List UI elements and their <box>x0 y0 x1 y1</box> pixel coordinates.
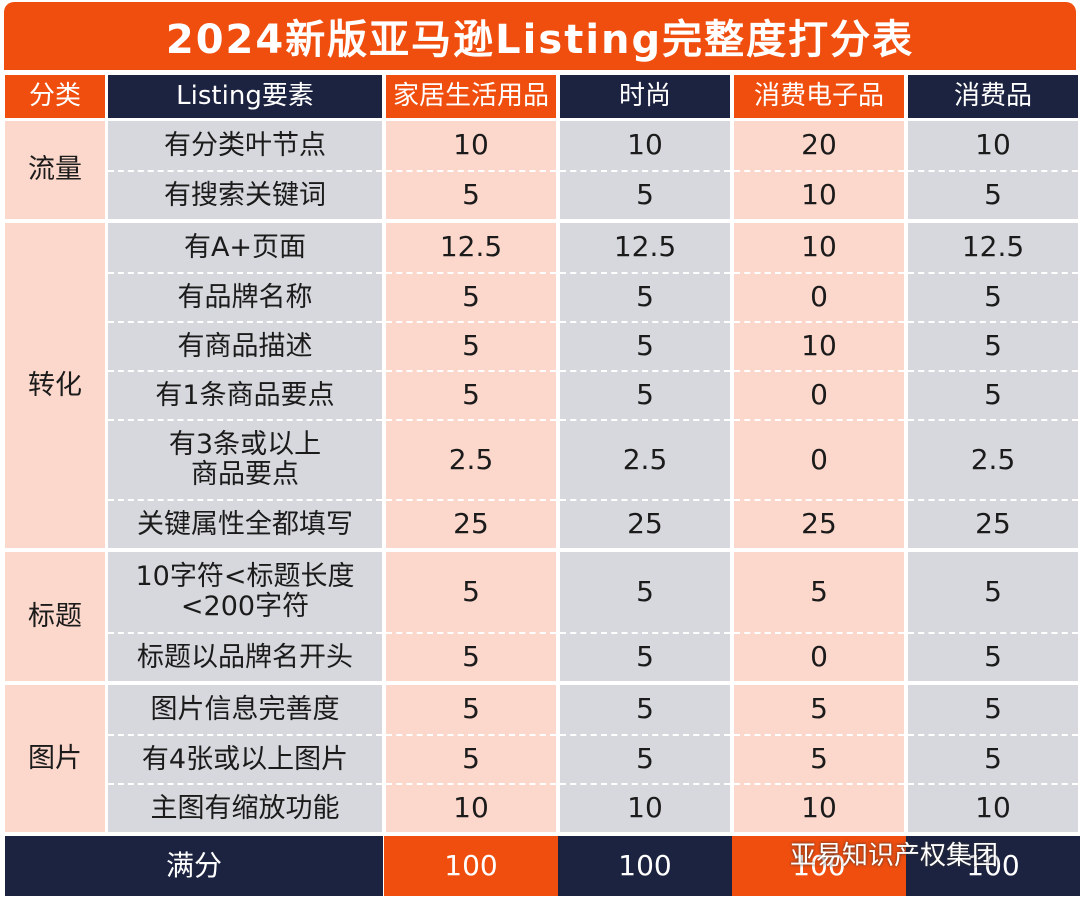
value-cell: 5 <box>908 170 1078 219</box>
value-cell: 10 <box>386 783 556 832</box>
value-cell: 5 <box>734 552 904 632</box>
item-cell: 有3条或以上 商品要点 <box>108 419 382 499</box>
value-cell: 2.5 <box>560 419 730 499</box>
value-cell: 5 <box>908 552 1078 632</box>
header-cell: 家居生活用品 <box>386 75 556 118</box>
value-cell: 5 <box>386 734 556 783</box>
value-cell: 5 <box>908 370 1078 419</box>
header-cell: 消费电子品 <box>734 75 904 118</box>
value-cell: 5 <box>560 632 730 681</box>
category-cell: 转化 <box>5 223 105 548</box>
header-cell: 分类 <box>5 75 105 118</box>
item-cell: 有品牌名称 <box>108 272 382 321</box>
value-cell: 5 <box>560 552 730 632</box>
value-cell: 20 <box>734 121 904 170</box>
value-cell: 2.5 <box>908 419 1078 499</box>
footer-value: 100 <box>906 836 1080 896</box>
value-cell: 5 <box>386 321 556 370</box>
value-cell: 5 <box>560 170 730 219</box>
value-cell: 5 <box>734 685 904 734</box>
header-cell: Listing要素 <box>108 75 382 118</box>
item-cell: 有A+页面 <box>108 223 382 272</box>
value-cell: 0 <box>734 419 904 499</box>
value-cell: 5 <box>386 272 556 321</box>
value-cell: 5 <box>386 370 556 419</box>
value-cell: 5 <box>386 632 556 681</box>
value-cell: 10 <box>908 783 1078 832</box>
value-cell: 5 <box>908 685 1078 734</box>
item-cell: 有分类叶节点 <box>108 121 382 170</box>
value-cell: 5 <box>560 734 730 783</box>
value-cell: 5 <box>734 734 904 783</box>
item-cell: 有4张或以上图片 <box>108 734 382 783</box>
value-cell: 25 <box>734 499 904 548</box>
value-cell: 0 <box>734 632 904 681</box>
item-cell: 图片信息完善度 <box>108 685 382 734</box>
item-cell: 有1条商品要点 <box>108 370 382 419</box>
item-cell: 主图有缩放功能 <box>108 783 382 832</box>
footer-value: 100 <box>384 836 558 896</box>
item-cell: 关键属性全都填写 <box>108 499 382 548</box>
value-cell: 5 <box>560 685 730 734</box>
header-cell: 时尚 <box>560 75 730 118</box>
value-cell: 10 <box>734 223 904 272</box>
value-cell: 2.5 <box>386 419 556 499</box>
value-cell: 5 <box>386 170 556 219</box>
value-cell: 5 <box>908 734 1078 783</box>
value-cell: 25 <box>560 499 730 548</box>
value-cell: 10 <box>734 783 904 832</box>
item-cell: 有搜索关键词 <box>108 170 382 219</box>
value-cell: 0 <box>734 370 904 419</box>
value-cell: 5 <box>386 552 556 632</box>
value-cell: 5 <box>908 632 1078 681</box>
title: 2024新版亚马逊Listing完整度打分表 <box>4 2 1076 70</box>
value-cell: 25 <box>908 499 1078 548</box>
value-cell: 5 <box>386 685 556 734</box>
value-cell: 5 <box>560 321 730 370</box>
value-cell: 10 <box>734 170 904 219</box>
value-cell: 12.5 <box>560 223 730 272</box>
footer-value: 100 <box>558 836 732 896</box>
value-cell: 10 <box>734 321 904 370</box>
value-cell: 12.5 <box>386 223 556 272</box>
value-cell: 10 <box>908 121 1078 170</box>
item-cell: 有商品描述 <box>108 321 382 370</box>
value-cell: 5 <box>908 321 1078 370</box>
item-cell: 标题以品牌名开头 <box>108 632 382 681</box>
value-cell: 5 <box>908 272 1078 321</box>
value-cell: 10 <box>560 121 730 170</box>
watermark: 亚易知识产权集团 <box>790 841 999 871</box>
footer-value: 100 <box>732 836 906 896</box>
category-cell: 标题 <box>5 552 105 681</box>
category-cell: 图片 <box>5 685 105 832</box>
header-cell: 消费品 <box>908 75 1078 118</box>
value-cell: 5 <box>560 370 730 419</box>
value-cell: 10 <box>560 783 730 832</box>
value-cell: 5 <box>560 272 730 321</box>
value-cell: 12.5 <box>908 223 1078 272</box>
category-cell: 流量 <box>5 121 105 219</box>
footer-label: 满分 <box>5 836 383 896</box>
value-cell: 0 <box>734 272 904 321</box>
value-cell: 10 <box>386 121 556 170</box>
item-cell: 10字符<标题长度 <200字符 <box>108 552 382 632</box>
value-cell: 25 <box>386 499 556 548</box>
